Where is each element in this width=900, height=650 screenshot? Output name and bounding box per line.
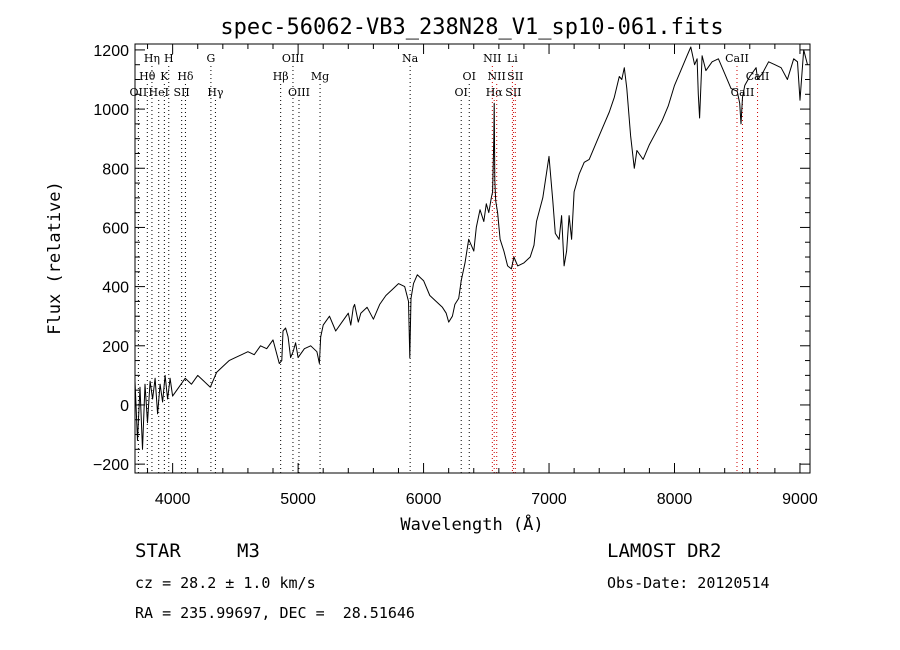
y-tick-label: 200 — [102, 339, 129, 356]
line-marker-label-6: SII — [174, 86, 190, 99]
line-marker-label-23: CaII — [725, 52, 749, 65]
line-marker-label-1: Hθ — [139, 70, 156, 83]
line-markers: OIIHθHηHeIKHSIIHδGHγHβOIIIOIIIMgNaOIOINI… — [130, 52, 769, 473]
x-tick-label: 6000 — [406, 491, 442, 508]
line-marker-label-12: OIII — [288, 86, 310, 99]
line-marker-label-14: Na — [402, 52, 419, 65]
x-tick-label: 5000 — [280, 491, 316, 508]
line-marker-label-11: OIII — [282, 52, 304, 65]
line-marker-label-5: H — [164, 52, 174, 65]
spectrum-line — [134, 46, 808, 450]
y-axis-label: Flux (relative) — [45, 181, 65, 335]
plot-frame — [134, 43, 811, 474]
line-marker-label-0: OII — [130, 86, 148, 99]
line-marker-label-3: HeI — [148, 86, 168, 99]
line-marker-label-2: Hη — [144, 52, 160, 65]
line-marker-label-18: Hα — [486, 86, 504, 99]
line-marker-label-16: OI — [463, 70, 476, 83]
y-tick-label: 800 — [102, 161, 129, 178]
sky-coordinates: RA = 235.99697, DEC = 28.51646 — [135, 604, 415, 622]
observation-date: Obs-Date: 20120514 — [607, 574, 770, 592]
line-marker-label-20: Li — [507, 52, 518, 65]
x-tick-label: 4000 — [155, 491, 191, 508]
line-marker-label-9: Hγ — [207, 86, 224, 99]
x-tick-label: 8000 — [657, 491, 693, 508]
line-marker-label-24: CaII — [731, 86, 755, 99]
x-axis-label: Wavelength (Å) — [400, 513, 543, 535]
y-tick-label: 1200 — [93, 43, 129, 60]
redshift-cz: cz = 28.2 ± 1.0 km/s — [135, 574, 316, 592]
line-marker-label-17: NII — [483, 52, 501, 65]
line-marker-label-7: Hδ — [177, 70, 194, 83]
object-class: STAR — [135, 540, 181, 562]
line-marker-label-19: NII — [488, 70, 506, 83]
y-tick-label: 600 — [102, 220, 129, 237]
x-tick-label: 7000 — [531, 491, 567, 508]
y-tick-label: 1000 — [93, 102, 129, 119]
line-marker-label-10: Hβ — [273, 70, 289, 83]
line-marker-label-13: Mg — [311, 70, 329, 83]
line-marker-label-8: G — [207, 52, 216, 65]
survey-name: LAMOST DR2 — [607, 540, 722, 562]
object-subclass: M3 — [237, 540, 260, 562]
y-tick-label: −200 — [93, 457, 129, 474]
y-tick-label: 400 — [102, 280, 129, 297]
x-tick-label: 9000 — [782, 491, 818, 508]
line-marker-label-15: OI — [455, 86, 468, 99]
chart-title: spec-56062-VB3_238N28_V1_sp10-061.fits — [220, 15, 723, 40]
y-axis: −200 0 200 400 600 800 1000 1200 — [93, 43, 810, 474]
line-marker-label-21: SII — [505, 86, 521, 99]
line-marker-label-4: K — [160, 70, 169, 83]
x-axis: 4000 5000 6000 7000 8000 9000 — [147, 44, 818, 508]
y-tick-label: 0 — [120, 398, 129, 415]
line-marker-label-22: SII — [507, 70, 523, 83]
spectrum-series — [134, 46, 808, 450]
